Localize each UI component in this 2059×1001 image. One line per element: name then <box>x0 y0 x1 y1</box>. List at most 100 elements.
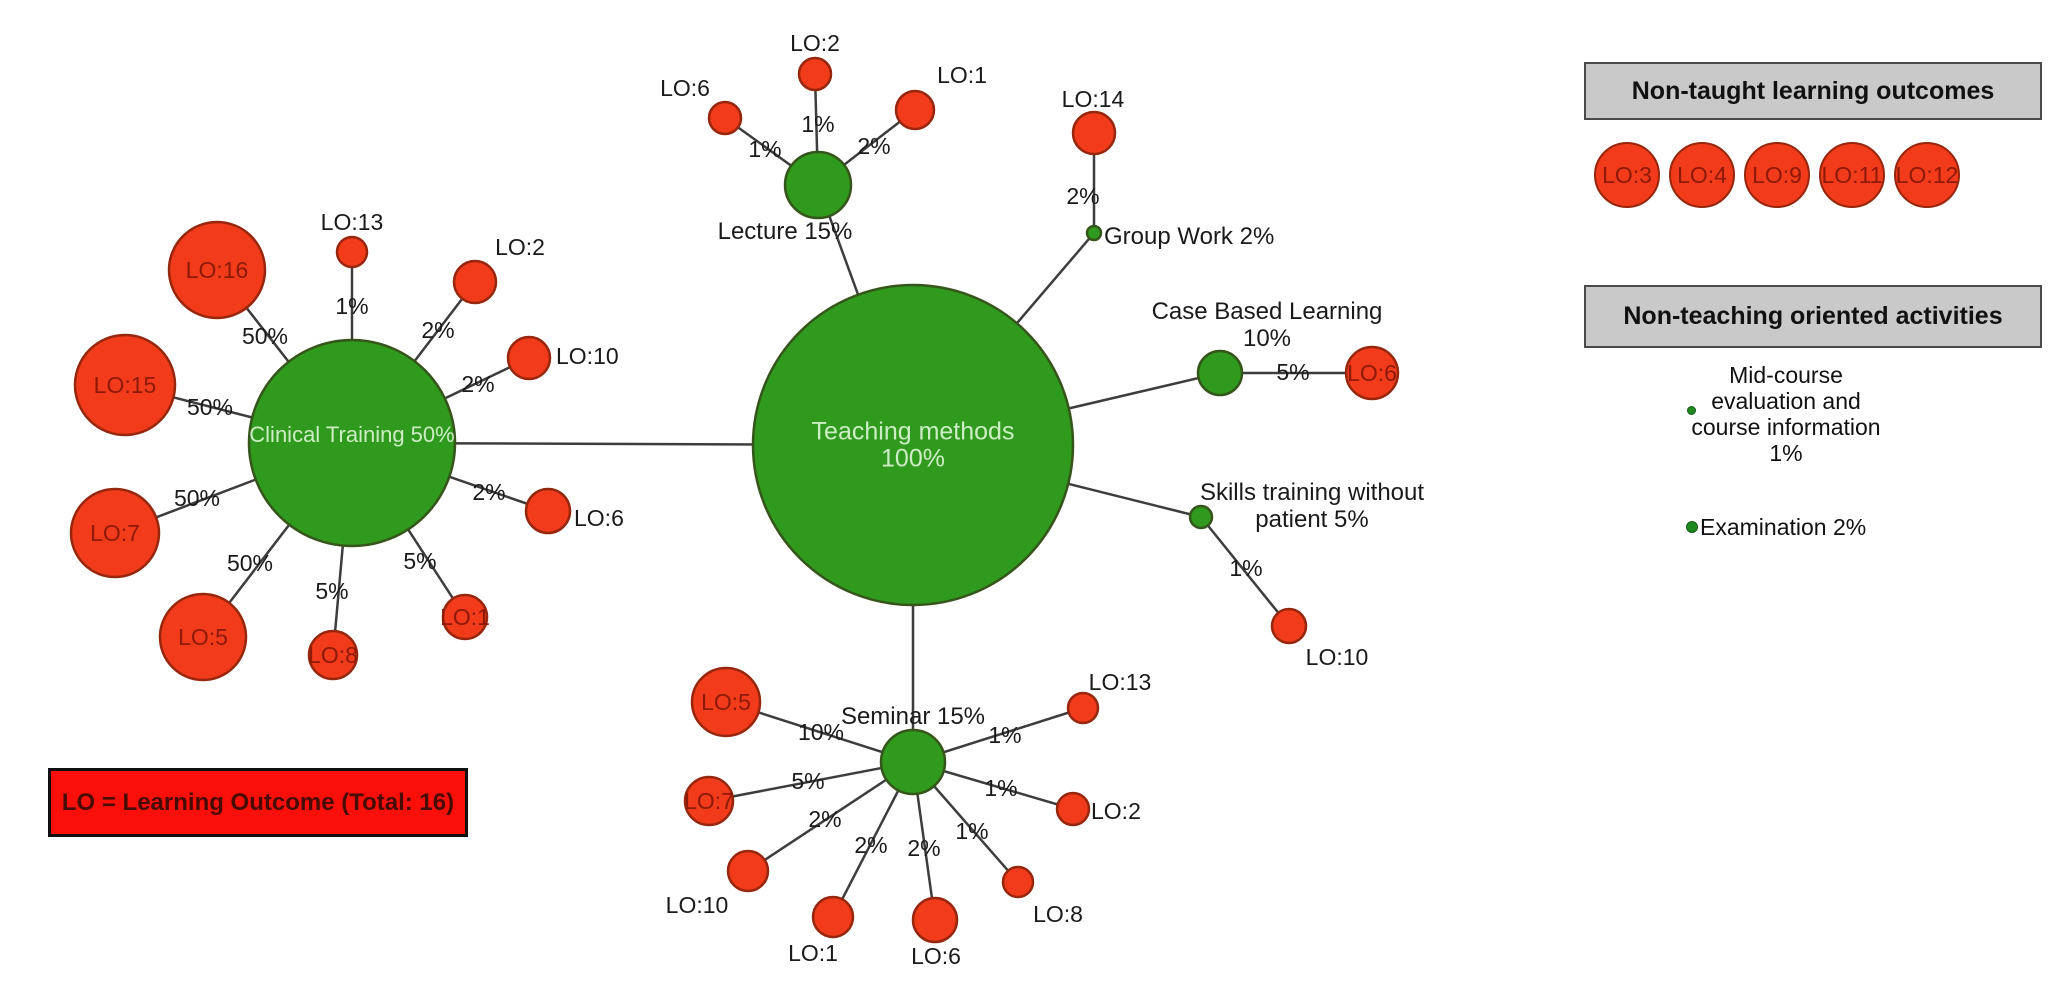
node-c6 <box>524 487 572 535</box>
node-c15 <box>73 333 177 437</box>
node-c16 <box>167 220 267 320</box>
node-label-groupwork: Group Work 2% <box>1104 223 1274 250</box>
edge-label-clinical-c1: 5% <box>403 548 436 574</box>
node-label-clinical: Clinical Training 50% <box>249 422 454 447</box>
edge-label-seminar-s5: 10% <box>798 719 844 745</box>
node-label-b6: LO:6 <box>1347 360 1397 386</box>
node-c10 <box>506 335 552 381</box>
node-s7 <box>683 775 735 827</box>
node-label-lecture: Lecture 15% <box>718 218 853 245</box>
node-s13 <box>1066 691 1100 725</box>
node-s1 <box>811 895 855 939</box>
node-c5 <box>158 592 248 682</box>
node-skills <box>1188 504 1214 530</box>
examination-bullet-dot <box>1686 521 1698 533</box>
node-label-c10: LO:10 <box>556 343 619 369</box>
edge-label-seminar-s1: 2% <box>854 832 887 858</box>
node-label-c6: LO:6 <box>574 505 624 531</box>
node-s2 <box>1055 791 1091 827</box>
lo-legend-note: LO = Learning Outcome (Total: 16) <box>48 768 468 837</box>
edge-label-lecture-l1: 2% <box>857 133 890 159</box>
node-c7 <box>69 487 161 579</box>
node-label-l6: LO:6 <box>660 75 710 101</box>
non-taught-outcomes-row: LO:3 LO:4 LO:9 LO:11 LO:12 <box>1594 142 1960 208</box>
node-s10 <box>726 849 770 893</box>
node-label-s5: LO:5 <box>701 689 751 715</box>
node-clinical <box>247 338 457 548</box>
node-label-s1: LO:1 <box>788 940 838 966</box>
node-label-c13: LO:13 <box>321 209 384 235</box>
node-s5 <box>690 666 762 738</box>
edge-label-clinical-c15: 50% <box>187 394 233 420</box>
edge-label-seminar-s6: 2% <box>907 835 940 861</box>
edge-label-seminar-s2: 1% <box>984 775 1017 801</box>
edge-label-clinical-c7: 50% <box>174 485 220 511</box>
node-teaching <box>751 283 1075 607</box>
node-label-c7: LO:7 <box>90 520 140 546</box>
node-seminar <box>879 728 947 796</box>
edge-label-seminar-s7: 5% <box>791 768 824 794</box>
node-label-c16: LO:16 <box>186 257 249 283</box>
edge-seminar-s7 <box>708 760 914 803</box>
node-label-k10: LO:10 <box>1306 644 1369 670</box>
node-l2 <box>797 56 833 92</box>
edge-label-clinical-c13: 1% <box>335 293 368 319</box>
non-taught-outcome: LO:11 <box>1819 142 1885 208</box>
node-l6 <box>707 100 743 136</box>
edge-label-groupwork-l14: 2% <box>1066 183 1099 209</box>
node-s8 <box>1001 865 1035 899</box>
node-label-c8: LO:8 <box>308 642 358 668</box>
node-label-cbl: Case Based Learning 10% <box>1152 298 1383 352</box>
edge-label-lecture-l2: 1% <box>801 111 834 137</box>
node-c13 <box>335 235 369 269</box>
node-label-c15: LO:15 <box>94 372 157 398</box>
examination-item: Examination 2% <box>1686 512 1866 542</box>
node-label-teaching: Teaching methods 100% <box>812 418 1015 473</box>
edge-skills-k10 <box>1200 516 1290 627</box>
node-label-seminar: Seminar 15% <box>841 703 985 730</box>
non-taught-outcome: LO:4 <box>1669 142 1735 208</box>
edge-label-skills-k10: 1% <box>1229 555 1262 581</box>
midcourse-label-line: course information <box>1691 414 1881 440</box>
examination-label: Examination 2% <box>1700 513 1867 540</box>
edge-label-seminar-s8: 1% <box>955 818 988 844</box>
node-label-s10: LO:10 <box>666 892 729 918</box>
node-k10 <box>1270 607 1308 645</box>
node-label-skills: Skills training without patient 5% <box>1200 479 1424 533</box>
node-label-c5: LO:5 <box>178 624 228 650</box>
node-s6 <box>911 896 959 944</box>
node-label-c1: LO:1 <box>440 604 490 630</box>
node-l14 <box>1071 110 1117 156</box>
node-label-s6: LO:6 <box>911 943 961 969</box>
edge-label-clinical-c5: 50% <box>227 550 273 576</box>
node-label-s2: LO:2 <box>1091 798 1141 824</box>
non-taught-outcome: LO:3 <box>1594 142 1660 208</box>
edge-label-clinical-c6: 2% <box>472 479 505 505</box>
node-label-l1: LO:1 <box>937 62 987 88</box>
midcourse-label-line: 1% <box>1769 440 1803 466</box>
midcourse-label: Mid-course evaluation and course informati… <box>1666 362 1906 466</box>
lo-legend-note-text: LO = Learning Outcome (Total: 16) <box>61 788 455 816</box>
node-l1 <box>894 89 936 131</box>
node-b6 <box>1344 345 1400 401</box>
edge-label-seminar-s13: 1% <box>988 722 1021 748</box>
edge-label-clinical-c16: 50% <box>242 323 288 349</box>
node-label-s13: LO:13 <box>1089 669 1152 695</box>
edge-label-clinical-c8: 5% <box>315 578 348 604</box>
node-c1 <box>441 593 489 641</box>
node-label-s7: LO:7 <box>684 788 734 814</box>
midcourse-bullet-dot <box>1687 406 1696 415</box>
node-c8 <box>307 629 359 681</box>
node-label-s8: LO:8 <box>1033 901 1083 927</box>
edge-label-cbl-b6: 5% <box>1276 359 1309 385</box>
edge-label-clinical-c10: 2% <box>461 371 494 397</box>
node-label-c2: LO:2 <box>495 234 545 260</box>
midcourse-label-line: evaluation and <box>1711 388 1861 414</box>
non-taught-outcome: LO:9 <box>1744 142 1810 208</box>
node-lecture <box>783 150 853 220</box>
node-c2 <box>452 259 498 305</box>
node-groupwork <box>1085 224 1103 242</box>
non-taught-outcome: LO:12 <box>1894 142 1960 208</box>
